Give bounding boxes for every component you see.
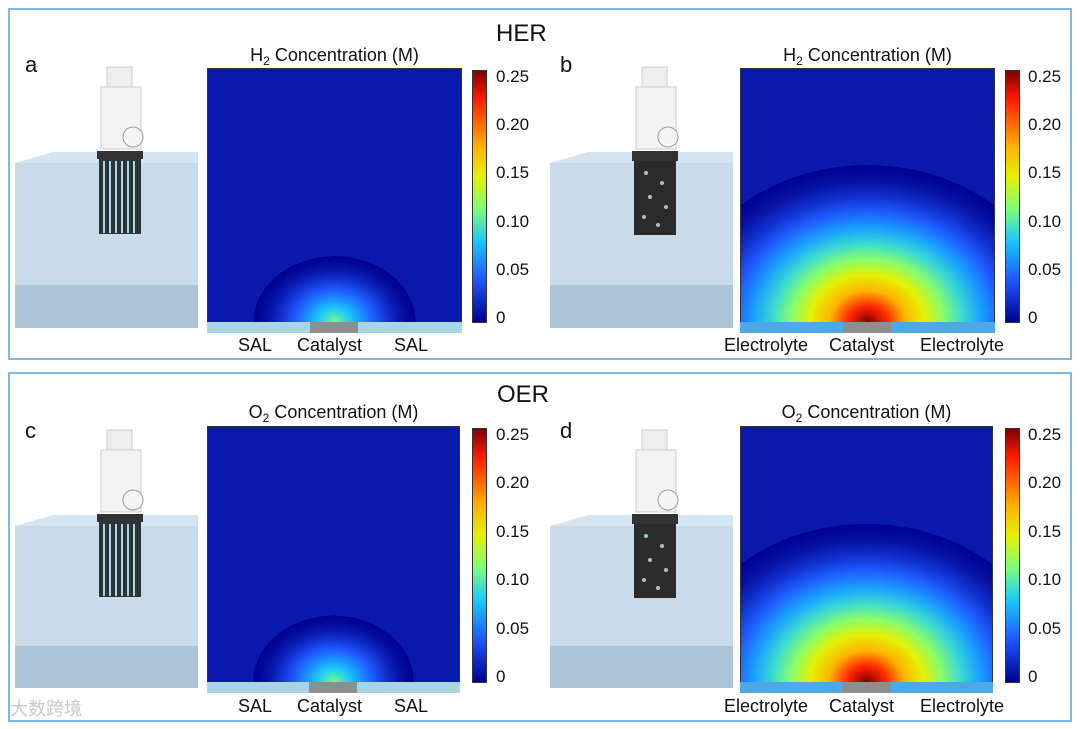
colorbar-b bbox=[1005, 70, 1020, 323]
map-title-c: O2 Concentration (M) bbox=[248, 402, 419, 425]
concentration-map-d bbox=[740, 426, 993, 683]
tick-c-0: 0.25 bbox=[496, 425, 530, 444]
tick-a-1: 0.20 bbox=[496, 115, 530, 134]
tick-c-3: 0.10 bbox=[496, 570, 530, 589]
tick-a-2: 0.15 bbox=[496, 163, 530, 182]
cell-illustration-c bbox=[15, 429, 198, 688]
tick-d-4: 0.05 bbox=[1028, 619, 1062, 638]
concentration-map-c bbox=[207, 426, 460, 683]
catalyst-a bbox=[310, 322, 358, 333]
tick-a-5: 0 bbox=[496, 308, 506, 327]
map-title-a: H2 Concentration (M) bbox=[250, 45, 419, 68]
tick-c-1: 0.20 bbox=[496, 473, 530, 492]
center-label-c: Catalyst bbox=[297, 696, 363, 716]
right-label-b: Electrolyte bbox=[920, 335, 1005, 355]
tick-d-5: 0 bbox=[1028, 667, 1038, 686]
tick-b-0: 0.25 bbox=[1028, 67, 1062, 86]
left-label-a: SAL bbox=[238, 335, 273, 355]
tick-d-0: 0.25 bbox=[1028, 425, 1062, 444]
tick-a-0: 0.25 bbox=[496, 67, 530, 86]
tick-b-1: 0.20 bbox=[1028, 115, 1062, 134]
right-label-d: Electrolyte bbox=[920, 696, 1005, 716]
tick-c-2: 0.15 bbox=[496, 522, 530, 541]
cell-illustration-a bbox=[15, 66, 198, 328]
concentration-map-a bbox=[207, 68, 462, 323]
catalyst-b bbox=[843, 322, 891, 333]
center-label-b: Catalyst bbox=[829, 335, 895, 355]
tick-a-3: 0.10 bbox=[496, 212, 530, 231]
tick-c-5: 0 bbox=[496, 667, 506, 686]
tick-b-3: 0.10 bbox=[1028, 212, 1062, 231]
tick-d-3: 0.10 bbox=[1028, 570, 1062, 589]
concentration-map-b bbox=[740, 68, 995, 323]
center-label-a: Catalyst bbox=[297, 335, 363, 355]
panel-letter-a: a bbox=[25, 52, 38, 77]
tick-b-2: 0.15 bbox=[1028, 163, 1062, 182]
right-label-a: SAL bbox=[394, 335, 429, 355]
cell-illustration-b bbox=[550, 66, 733, 328]
cell-illustration-d bbox=[550, 429, 733, 688]
catalyst-c bbox=[309, 682, 357, 693]
right-label-c: SAL bbox=[394, 696, 429, 716]
colorbar-d bbox=[1005, 428, 1020, 683]
tick-a-4: 0.05 bbox=[496, 260, 530, 279]
tick-b-5: 0 bbox=[1028, 308, 1038, 327]
colorbar-c bbox=[472, 428, 487, 683]
center-label-d: Catalyst bbox=[829, 696, 895, 716]
tick-d-2: 0.15 bbox=[1028, 522, 1062, 541]
tick-c-4: 0.05 bbox=[496, 619, 530, 638]
map-title-b: H2 Concentration (M) bbox=[783, 45, 952, 68]
panel-letter-c: c bbox=[25, 418, 36, 443]
map-title-d: O2 Concentration (M) bbox=[781, 402, 952, 425]
tick-d-1: 0.20 bbox=[1028, 473, 1062, 492]
panel-letter-b: b bbox=[560, 52, 573, 77]
catalyst-d bbox=[842, 682, 890, 693]
oer-section-title: OER bbox=[497, 381, 550, 408]
watermark: 大数跨境 bbox=[10, 699, 82, 719]
her-section-title: HER bbox=[496, 20, 547, 47]
panel-letter-d: d bbox=[560, 418, 573, 443]
left-label-d: Electrolyte bbox=[724, 696, 809, 716]
colorbar-a bbox=[472, 70, 487, 323]
left-label-b: Electrolyte bbox=[724, 335, 809, 355]
tick-b-4: 0.05 bbox=[1028, 260, 1062, 279]
left-label-c: SAL bbox=[238, 696, 273, 716]
